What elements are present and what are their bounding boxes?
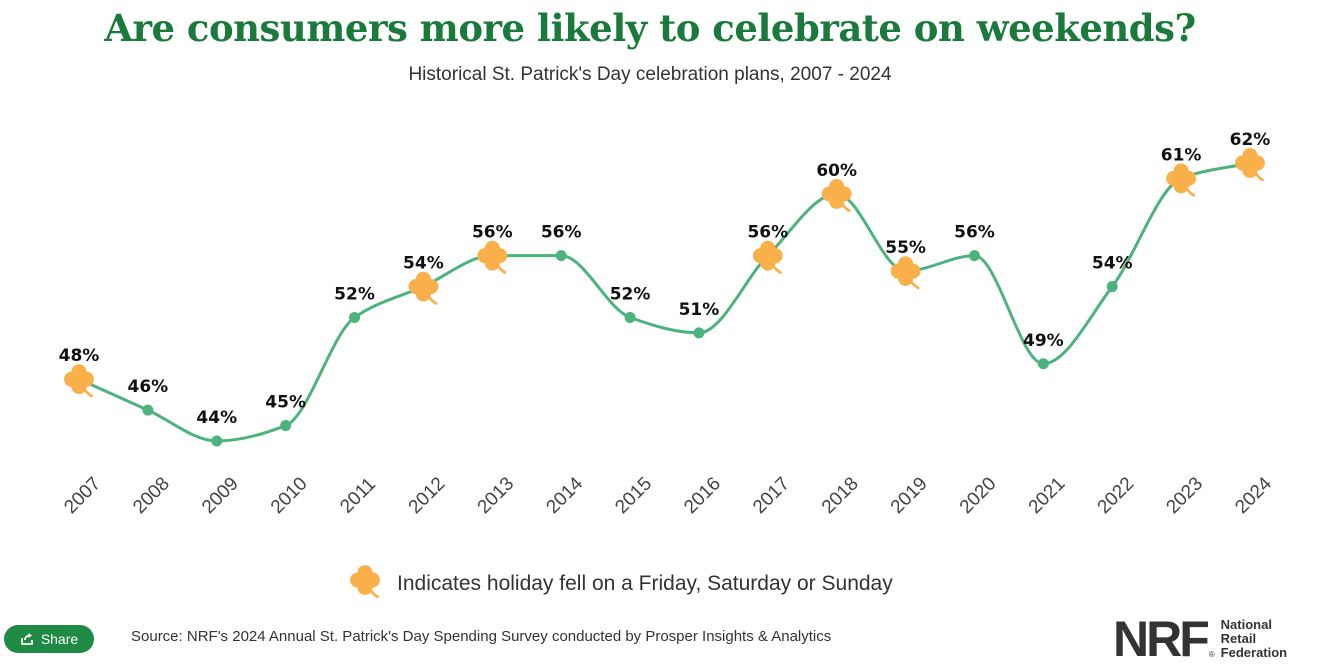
legend: Indicates holiday fell on a Friday, Satu… [345,562,893,606]
x-tick-2012: 2012 [405,473,450,518]
x-tick-2013: 2013 [474,473,519,518]
legend-shamrock-shape [350,565,380,599]
data-label-2016: 51% [679,300,720,320]
logo-registered: ® [1208,650,1215,659]
data-label-2009: 44% [196,408,237,428]
shamrock-marker-2017 [752,240,783,274]
shamrock-marker-2013 [477,240,508,274]
x-tick-2018: 2018 [818,473,863,518]
shamrock-marker-2012 [408,271,439,305]
logo-line-1: National [1220,617,1272,632]
x-tick-2017: 2017 [749,473,794,518]
data-label-2013: 56% [472,223,513,243]
data-label-2024: 62% [1230,130,1271,150]
point-2021 [1037,358,1049,370]
line-chart: 48% 46% 44% 45% 52% 54% 56% 56% 52% 51% 56% 60% 55% 5… [59,130,1277,518]
x-tick-2015: 2015 [611,473,656,518]
data-label-2017: 56% [747,223,788,243]
data-label-2019: 55% [885,238,926,258]
shamrock-marker-2019 [890,256,921,290]
x-tick-2023: 2023 [1162,473,1207,518]
point-2011 [349,311,361,323]
shamrock-marker-2024 [1235,148,1265,182]
x-tick-2022: 2022 [1094,473,1139,518]
shamrock-marker-2023 [1166,163,1197,197]
x-tick-2024: 2024 [1231,473,1276,518]
point-2014 [555,250,567,262]
x-tick-2014: 2014 [542,473,587,518]
data-label-2021: 49% [1023,331,1064,351]
share-button[interactable]: Share [4,625,94,653]
data-label-2008: 46% [128,377,169,397]
shamrock-marker-2007 [64,364,94,398]
data-label-2015: 52% [610,284,651,304]
shamrock-marker-2018 [821,178,852,213]
data-label-2023: 61% [1161,145,1202,165]
x-tick-2016: 2016 [680,473,725,518]
x-tick-2011: 2011 [336,474,380,518]
x-tick-2021: 2021 [1025,473,1070,518]
series-line [78,161,1251,443]
point-2022 [1106,281,1118,293]
x-tick-2007: 2007 [60,473,105,518]
data-label-2011: 52% [334,284,375,304]
point-2020 [968,250,980,262]
chart-title: Are consumers more likely to celebrate o… [104,6,1196,50]
nrf-logo: NRF ® National Retail Federation [1113,611,1287,667]
share-label: Share [40,631,79,647]
data-label-2012: 54% [403,254,444,274]
x-tick-2009: 2009 [198,473,243,518]
x-tick-2010: 2010 [267,473,312,518]
point-2010 [280,420,292,432]
data-label-2014: 56% [541,223,582,243]
x-tick-2020: 2020 [956,473,1001,518]
data-label-2010: 45% [265,393,306,413]
data-label-2020: 56% [954,223,995,243]
shamrock-icon [350,565,380,599]
legend-label: Indicates holiday fell on a Friday, Satu… [397,572,893,595]
point-2008 [142,404,154,416]
data-label-2007: 48% [59,346,100,366]
data-label-2018: 60% [816,161,857,181]
point-2015 [624,311,636,323]
point-2009 [211,435,223,447]
logo-line-2: Retail [1220,631,1257,646]
logo-line-3: Federation [1220,645,1288,660]
chart-subtitle: Historical St. Patrick's Day celebration… [408,64,892,85]
logo-wordmark: National Retail Federation [1221,618,1287,660]
logo-mark: NRF [1113,611,1210,667]
data-label-2022: 54% [1092,254,1133,274]
x-tick-2008: 2008 [129,473,174,518]
share-icon [20,632,34,646]
point-2016 [693,327,705,339]
x-tick-2019: 2019 [887,473,932,518]
source-note: Source: NRF's 2024 Annual St. Patrick's … [131,628,832,645]
